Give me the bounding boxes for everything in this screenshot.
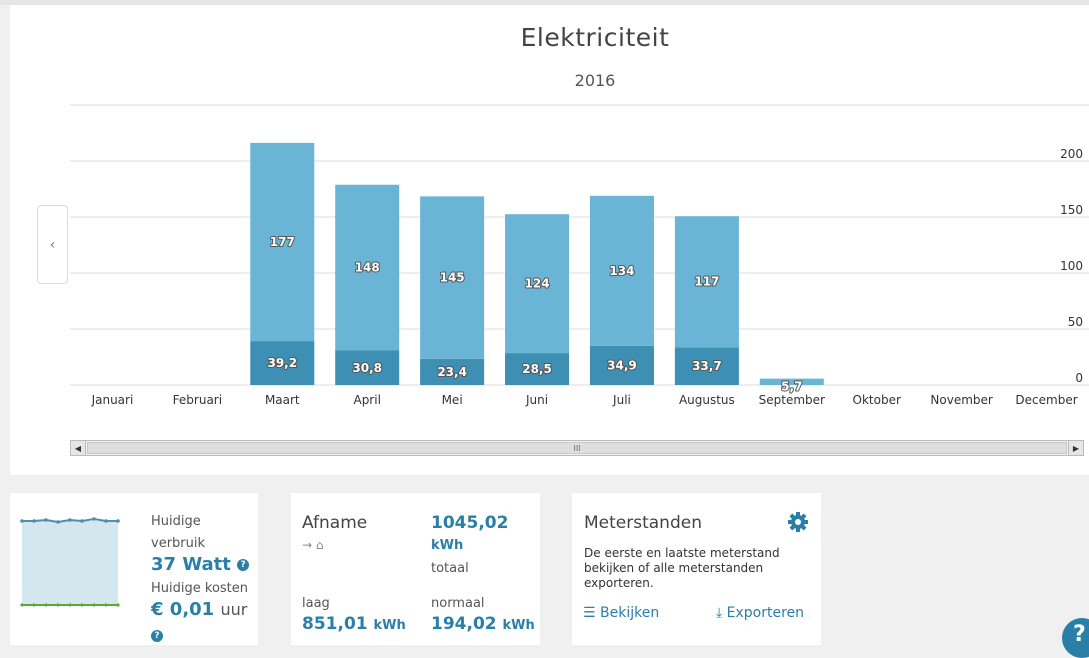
cost-row: € 0,01 uur: [151, 599, 247, 620]
chevron-left-icon: ‹: [49, 236, 56, 253]
afname-low-row: 851,01 kWh: [302, 614, 406, 634]
gear-icon[interactable]: [787, 511, 809, 533]
x-tick-label: Juli: [612, 393, 631, 407]
sparkline-area: [22, 521, 118, 605]
x-tick-label: Juni: [525, 393, 548, 407]
usage-value-row: 37 Watt ?: [151, 554, 250, 575]
data-label: 134: [609, 264, 634, 278]
help-button[interactable]: ?: [1062, 618, 1089, 658]
current-usage-card: Huidige verbruik 37 Watt ? Huidige koste…: [10, 493, 258, 645]
data-label: 23,4: [437, 365, 467, 379]
x-tick-label: Oktober: [853, 393, 901, 407]
download-icon: ⤓: [716, 605, 723, 621]
usage-value: 37 Watt: [151, 554, 231, 575]
help-fab-glyph: ?: [1073, 622, 1086, 647]
x-tick-label: Maart: [265, 393, 300, 407]
cost-value: € 0,01: [151, 599, 215, 620]
data-label: 148: [355, 261, 380, 275]
chart-scrollbar[interactable]: ◀ III ▶: [70, 440, 1084, 456]
cost-help-wrap: ?: [151, 625, 163, 644]
chart-subtitle: 2016: [574, 71, 616, 90]
bar-augustus-s1: [674, 216, 739, 348]
bar-maart-s1: [250, 142, 315, 342]
data-label: 33,7: [692, 359, 722, 373]
x-tick-label: November: [930, 393, 992, 407]
data-label: 30,8: [352, 361, 382, 375]
data-label: 5,7: [781, 380, 802, 394]
data-label: 124: [525, 277, 550, 291]
afname-normal-row: 194,02 kWh: [431, 614, 535, 634]
bar-maart-s0: [250, 341, 315, 385]
afname-total-label: totaal: [431, 561, 469, 576]
afname-normal-unit: kWh: [502, 618, 535, 633]
bar-april-s0: [335, 350, 400, 385]
afname-title: Afname: [302, 513, 368, 533]
bar-juli-s1: [589, 195, 654, 346]
x-tick-label: Mei: [442, 393, 463, 407]
baseline-dots: [20, 603, 120, 607]
data-label: 28,5: [522, 362, 552, 376]
data-label: 117: [694, 275, 719, 289]
chart-panel: Elektriciteit 2016 ‹ 0 50 100 150 200 Januari…: [10, 5, 1089, 475]
bar-augustus-s0: [674, 347, 739, 385]
data-label: 39,2: [267, 356, 297, 370]
data-label: 145: [440, 271, 465, 285]
afname-normal-label: normaal: [431, 596, 485, 611]
usage-sparkline: [20, 517, 120, 607]
x-tick-label: September: [759, 393, 825, 407]
x-tick-label: December: [1015, 393, 1077, 407]
bar-juni-s1: [505, 214, 570, 354]
scroll-right-button[interactable]: ▶: [1068, 441, 1083, 455]
meterstanden-title: Meterstanden: [584, 513, 702, 533]
afname-normal-value: 194,02: [431, 614, 497, 634]
sparkline-dots: [20, 517, 120, 524]
bar-april-s1: [335, 184, 400, 351]
export-readings-link[interactable]: ⤓ Exporteren: [716, 605, 804, 621]
export-readings-label: Exporteren: [726, 605, 805, 621]
bar-juni-s0: [505, 353, 570, 385]
scroll-grip: III: [573, 443, 581, 453]
afname-total-value: 1045,02: [431, 513, 509, 533]
scroll-thumb[interactable]: III: [87, 442, 1067, 454]
cost-unit: uur: [220, 600, 248, 619]
meterstanden-description: De eerste en laatste meterstand bekijken…: [584, 546, 780, 590]
bar-juli-s0: [589, 345, 654, 385]
x-tick-label: Februari: [173, 393, 222, 407]
top-border: [0, 0, 1089, 5]
x-tick-label: April: [353, 393, 380, 407]
chart-title: Elektriciteit: [520, 23, 670, 52]
afname-low-value: 851,01: [302, 614, 368, 634]
usage-label-line2: verbruik: [151, 536, 206, 551]
afname-total-unit: kWh: [431, 538, 464, 553]
usage-help-icon[interactable]: ?: [237, 559, 250, 571]
bar-mei-s1: [420, 196, 485, 359]
view-readings-link[interactable]: ☰ Bekijken: [583, 605, 659, 621]
x-tick-label: Augustus: [679, 393, 735, 407]
list-icon: ☰: [583, 605, 596, 621]
y-tick-label: 50: [1068, 315, 1083, 329]
afname-low-label: laag: [302, 596, 330, 611]
data-label: 177: [270, 235, 295, 249]
data-label: 34,9: [607, 358, 637, 372]
bar-september-s1: [759, 378, 824, 385]
afname-card: Afname → ⌂ 1045,02 kWh totaal laag 851,0…: [291, 493, 540, 645]
scroll-left-button[interactable]: ◀: [71, 441, 86, 455]
x-tick-label: Januari: [91, 393, 134, 407]
previous-year-button[interactable]: ‹: [37, 205, 68, 284]
usage-label-line1: Huidige: [151, 514, 201, 529]
arrow-home-icon: → ⌂: [302, 538, 324, 552]
y-tick-label: 150: [1060, 203, 1083, 217]
meterstanden-card: Meterstanden De eerste en laatste meters…: [572, 493, 821, 645]
y-tick-label: 0: [1075, 371, 1083, 385]
y-tick-label: 200: [1060, 147, 1083, 161]
bar-mei-s0: [420, 358, 485, 385]
view-readings-label: Bekijken: [600, 605, 660, 621]
cost-label: Huidige kosten: [151, 581, 248, 596]
y-tick-label: 100: [1060, 259, 1083, 273]
afname-low-unit: kWh: [373, 618, 406, 633]
bar-chart: 0 50 100 150 200 Januari Februari 39,2 177 Maart 3…: [70, 104, 1089, 407]
cost-help-icon[interactable]: ?: [151, 629, 163, 642]
